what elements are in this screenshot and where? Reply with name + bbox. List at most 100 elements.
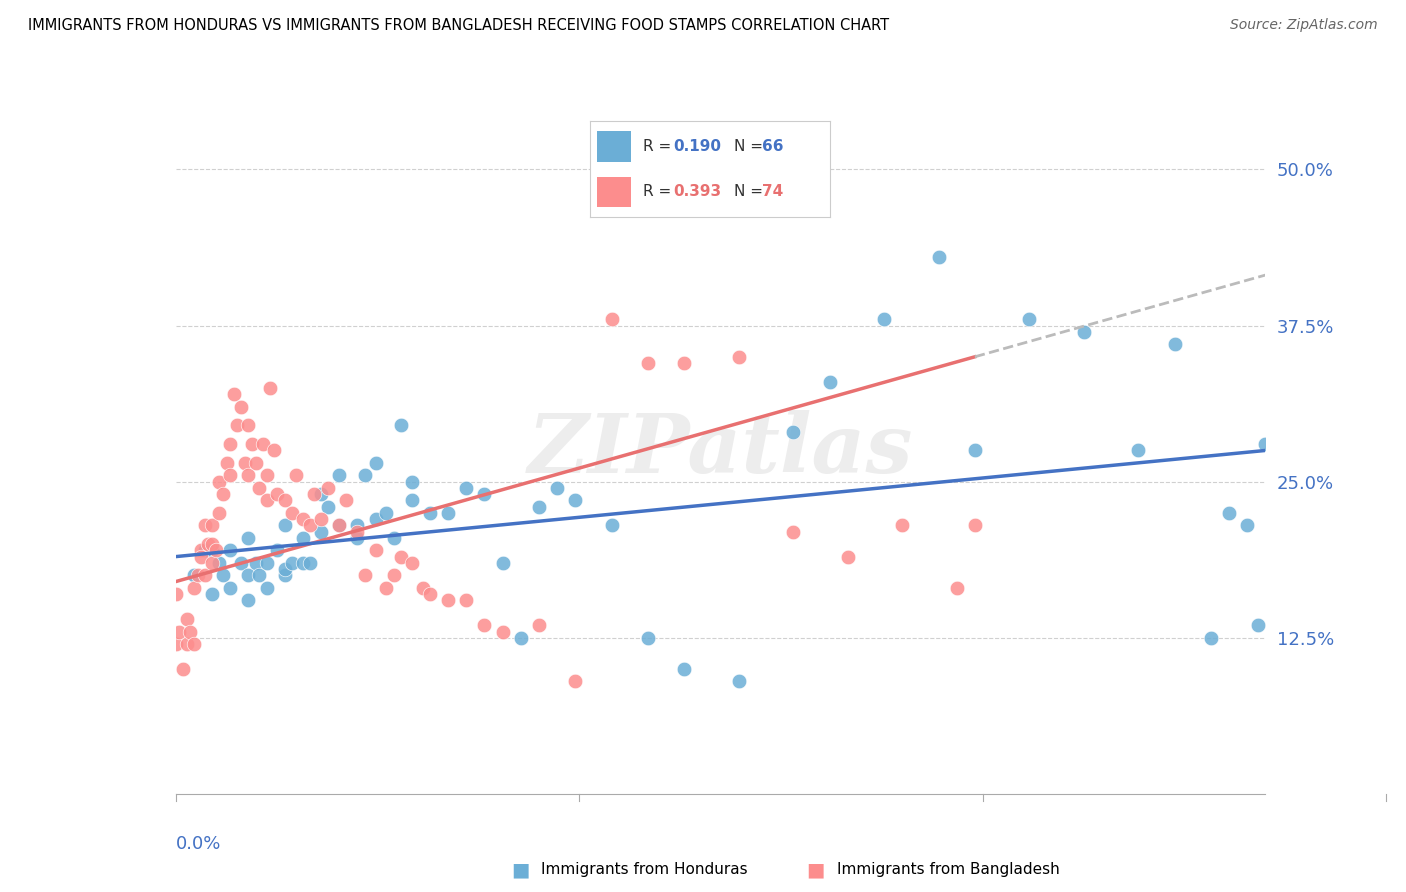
Point bbox=[226, 418, 249, 433]
Point bbox=[546, 481, 568, 495]
Point bbox=[1128, 443, 1150, 458]
Text: IMMIGRANTS FROM HONDURAS VS IMMIGRANTS FROM BANGLADESH RECEIVING FOOD STAMPS COR: IMMIGRANTS FROM HONDURAS VS IMMIGRANTS F… bbox=[28, 18, 889, 33]
Point bbox=[456, 481, 478, 495]
Point bbox=[891, 518, 914, 533]
Point bbox=[509, 631, 531, 645]
Point bbox=[673, 356, 696, 370]
Point bbox=[252, 437, 274, 451]
Point bbox=[194, 518, 217, 533]
Point bbox=[600, 518, 623, 533]
Point bbox=[201, 537, 224, 551]
Point bbox=[353, 468, 375, 483]
Point bbox=[201, 556, 224, 570]
Point bbox=[474, 618, 496, 632]
Point bbox=[256, 581, 278, 595]
Point bbox=[1163, 337, 1185, 351]
Point bbox=[1018, 312, 1040, 326]
Point bbox=[527, 500, 550, 514]
Point bbox=[375, 581, 398, 595]
Point bbox=[928, 250, 950, 264]
Point bbox=[564, 493, 586, 508]
Point bbox=[219, 543, 242, 558]
Point bbox=[219, 437, 242, 451]
Point bbox=[309, 524, 332, 539]
Point bbox=[201, 587, 224, 601]
Point bbox=[600, 312, 623, 326]
Point bbox=[183, 581, 205, 595]
Point bbox=[169, 624, 191, 639]
Point bbox=[364, 512, 387, 526]
Point bbox=[1236, 518, 1258, 533]
Point bbox=[291, 531, 314, 545]
Point bbox=[274, 493, 297, 508]
Point bbox=[179, 624, 201, 639]
Point bbox=[247, 568, 270, 582]
Point bbox=[309, 487, 332, 501]
Point bbox=[527, 618, 550, 632]
Point bbox=[266, 487, 288, 501]
Point bbox=[412, 581, 434, 595]
Point bbox=[382, 568, 405, 582]
Point bbox=[364, 543, 387, 558]
Text: Immigrants from Honduras: Immigrants from Honduras bbox=[541, 863, 748, 877]
Point bbox=[256, 468, 278, 483]
Point bbox=[456, 593, 478, 607]
Point bbox=[335, 493, 357, 508]
Point bbox=[231, 556, 253, 570]
Point bbox=[963, 518, 986, 533]
Point bbox=[299, 518, 322, 533]
Point bbox=[215, 456, 238, 470]
Point bbox=[183, 568, 205, 582]
Point bbox=[437, 593, 460, 607]
Point bbox=[194, 543, 217, 558]
Point bbox=[197, 537, 219, 551]
Text: ■: ■ bbox=[510, 860, 530, 880]
Text: Source: ZipAtlas.com: Source: ZipAtlas.com bbox=[1230, 18, 1378, 32]
Point bbox=[274, 562, 297, 576]
Point bbox=[247, 481, 270, 495]
Point bbox=[256, 493, 278, 508]
Point bbox=[837, 549, 859, 564]
Point bbox=[328, 518, 350, 533]
Point bbox=[419, 587, 441, 601]
Point bbox=[401, 493, 423, 508]
Point bbox=[204, 543, 226, 558]
Point bbox=[346, 531, 368, 545]
Point bbox=[281, 556, 304, 570]
Point bbox=[419, 506, 441, 520]
Point bbox=[1218, 506, 1240, 520]
Point bbox=[222, 387, 245, 401]
Point bbox=[346, 524, 368, 539]
Point bbox=[727, 674, 749, 689]
Point bbox=[165, 637, 187, 651]
Point bbox=[963, 443, 986, 458]
Point bbox=[492, 624, 515, 639]
Point bbox=[945, 581, 967, 595]
Point bbox=[375, 506, 398, 520]
Point bbox=[818, 375, 841, 389]
Point bbox=[1073, 325, 1095, 339]
Point bbox=[782, 425, 804, 439]
Point bbox=[238, 568, 260, 582]
Point bbox=[208, 556, 231, 570]
Text: ■: ■ bbox=[806, 860, 825, 880]
Point bbox=[309, 512, 332, 526]
Point bbox=[238, 531, 260, 545]
Point bbox=[186, 568, 209, 582]
Point bbox=[873, 312, 896, 326]
Point bbox=[401, 556, 423, 570]
Point bbox=[201, 543, 224, 558]
Point bbox=[165, 587, 187, 601]
Point bbox=[176, 637, 198, 651]
Point bbox=[238, 468, 260, 483]
Point bbox=[727, 350, 749, 364]
Point bbox=[474, 487, 496, 501]
Point bbox=[208, 475, 231, 489]
Point bbox=[231, 400, 253, 414]
Text: Immigrants from Bangladesh: Immigrants from Bangladesh bbox=[837, 863, 1059, 877]
Point bbox=[219, 581, 242, 595]
Point bbox=[492, 556, 515, 570]
Point bbox=[233, 456, 256, 470]
Point bbox=[291, 556, 314, 570]
Point bbox=[212, 487, 235, 501]
